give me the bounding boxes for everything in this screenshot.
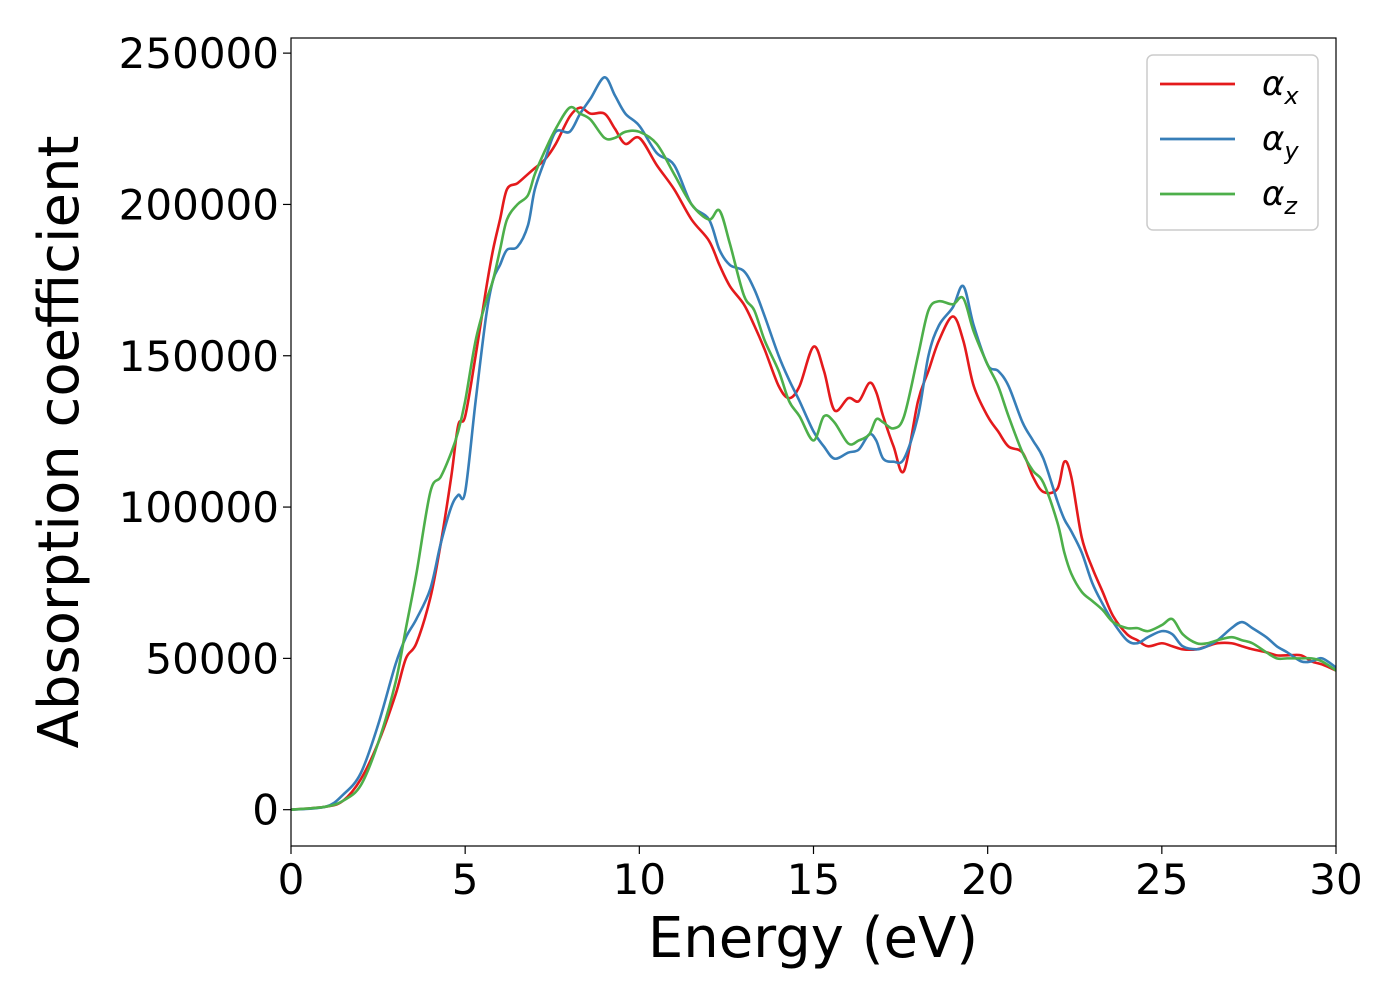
x-tick-label: 5 [452, 855, 479, 904]
y-tick-label: 250000 [119, 29, 279, 78]
legend-label-y: αy [1262, 119, 1299, 165]
y-tick-label: 0 [252, 786, 279, 835]
x-tick-label: 0 [278, 855, 305, 904]
x-tick-label: 25 [1135, 855, 1188, 904]
legend: αx αy αz [1146, 54, 1319, 231]
y-axis-title: Absorption coefficient [27, 136, 92, 749]
legend-label-z: αz [1262, 174, 1298, 220]
x-tick-label: 30 [1309, 855, 1362, 904]
series-line-z [291, 105, 1336, 811]
legend-box [1146, 54, 1319, 231]
x-tick-label: 10 [613, 855, 666, 904]
x-axis-title: Energy (eV) [648, 906, 978, 971]
y-tick-label: 200000 [119, 180, 279, 229]
series-line-x [291, 106, 1336, 811]
y-tick-label: 100000 [119, 483, 279, 532]
x-tick-label: 20 [961, 855, 1014, 904]
y-tick-label: 50000 [145, 634, 279, 683]
y-tick-label: 150000 [119, 332, 279, 381]
x-tick-label: 15 [787, 855, 840, 904]
legend-label-x: αx [1262, 64, 1299, 110]
